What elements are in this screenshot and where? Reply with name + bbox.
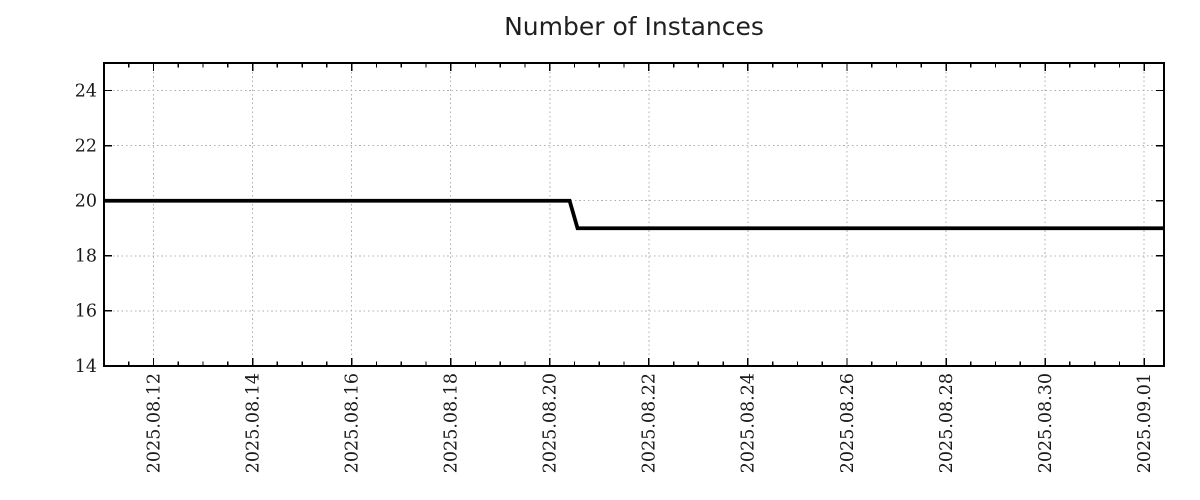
x-tick-label: 2025.08.22 [640,373,660,473]
x-tick-label: 2025.08.26 [838,373,858,473]
y-tick-label: 18 [75,247,97,267]
x-tick-label: 2025.09.01 [1135,373,1155,473]
chart-title: Number of Instances [504,12,764,41]
y-tick-label: 22 [75,136,97,156]
x-tick-label: 2025.08.30 [1036,373,1056,473]
axis-ticks [104,63,1164,367]
y-tick-label: 24 [75,81,97,101]
y-tick-labels: 14 16 18 20 22 24 [75,81,97,376]
x-tick-label: 2025.08.24 [739,373,759,473]
gridlines [104,63,1164,366]
x-tick-label: 2025.08.18 [442,373,462,473]
x-tick-label: 2025.08.12 [144,373,164,473]
x-tick-label: 2025.08.16 [342,373,362,473]
y-tick-label: 14 [75,357,97,377]
x-tick-label: 2025.08.20 [541,373,561,473]
y-tick-label: 20 [75,192,97,212]
series-line [104,198,1164,231]
plot-frame [103,62,1165,367]
x-tick-labels: 2025.08.12 2025.08.14 2025.08.16 2025.08.18… [144,373,1155,473]
x-tick-label: 2025.08.14 [243,373,263,473]
y-tick-label: 16 [75,302,97,322]
x-tick-label: 2025.08.28 [937,373,957,473]
